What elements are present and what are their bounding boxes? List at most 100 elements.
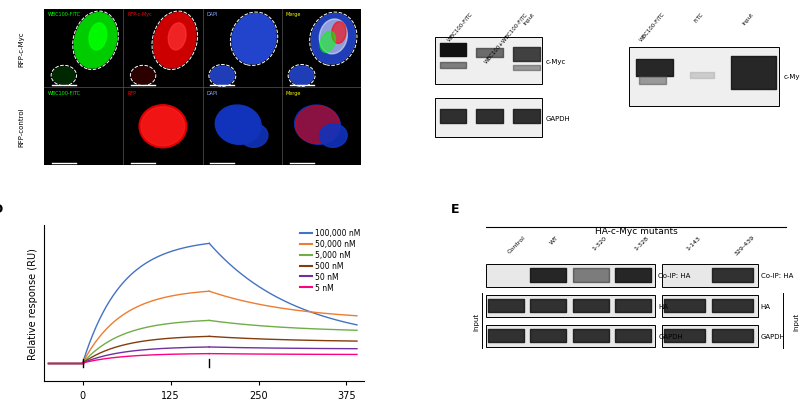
500 nM xyxy=(144,338,154,343)
Text: DAPI: DAPI xyxy=(206,90,218,95)
Ellipse shape xyxy=(240,125,268,148)
Text: B: B xyxy=(402,0,411,1)
Ellipse shape xyxy=(215,106,261,145)
500 nM xyxy=(182,335,192,340)
5 nM xyxy=(205,351,214,356)
Ellipse shape xyxy=(296,107,339,144)
Bar xyxy=(434,38,542,85)
5,000 nM xyxy=(182,320,192,324)
100,000 nM xyxy=(78,360,87,365)
Text: Input: Input xyxy=(742,12,754,26)
500 nM xyxy=(128,341,138,346)
50,000 nM xyxy=(78,360,87,365)
50,000 nM xyxy=(150,298,159,303)
Line: 50,000 nM: 50,000 nM xyxy=(82,292,210,363)
5,000 nM xyxy=(128,329,138,334)
5 nM xyxy=(78,360,87,365)
Line: 5 nM: 5 nM xyxy=(82,354,210,363)
100,000 nM xyxy=(128,271,138,276)
50,000 nM xyxy=(119,312,129,317)
Text: A: A xyxy=(31,0,41,1)
Ellipse shape xyxy=(232,14,276,65)
50 nM xyxy=(144,347,154,352)
Text: RFP-control: RFP-control xyxy=(19,107,25,147)
Text: GAPDH: GAPDH xyxy=(761,333,786,339)
5,000 nM xyxy=(150,324,159,328)
Text: 1-143: 1-143 xyxy=(686,235,702,251)
Bar xyxy=(662,264,758,288)
Y-axis label: Relative response (RU): Relative response (RU) xyxy=(29,247,38,359)
Ellipse shape xyxy=(210,67,234,85)
50,000 nM xyxy=(166,294,175,299)
Text: RFP-c-Myc: RFP-c-Myc xyxy=(19,31,25,67)
50 nM xyxy=(166,346,175,350)
Legend: 100,000 nM, 50,000 nM, 5,000 nM, 500 nM, 50 nM, 5 nM: 100,000 nM, 50,000 nM, 5,000 nM, 500 nM,… xyxy=(300,229,360,292)
Text: Input: Input xyxy=(474,312,479,330)
Text: Co-IP: HA: Co-IP: HA xyxy=(658,273,690,279)
Ellipse shape xyxy=(139,105,186,148)
Text: Input: Input xyxy=(522,12,535,26)
100,000 nM xyxy=(205,241,214,246)
500 nM xyxy=(78,360,87,365)
Bar xyxy=(662,295,758,317)
Text: WBC100-FITC: WBC100-FITC xyxy=(639,12,666,43)
Ellipse shape xyxy=(320,32,335,53)
Line: 500 nM: 500 nM xyxy=(82,336,210,363)
Text: Co-IP: HA: Co-IP: HA xyxy=(761,273,793,279)
50 nM xyxy=(205,345,214,350)
5 nM xyxy=(128,354,138,358)
Text: WT: WT xyxy=(550,235,560,245)
100,000 nM xyxy=(119,279,129,284)
Text: Control: Control xyxy=(507,235,526,254)
Text: WBC100-FITC: WBC100-FITC xyxy=(48,90,81,95)
Ellipse shape xyxy=(154,14,196,69)
50 nM xyxy=(150,347,159,352)
Text: RFP: RFP xyxy=(127,90,136,95)
Ellipse shape xyxy=(290,67,314,85)
Ellipse shape xyxy=(53,68,75,85)
500 nM xyxy=(150,338,159,342)
Line: 50 nM: 50 nM xyxy=(82,347,210,363)
Ellipse shape xyxy=(74,14,117,69)
50,000 nM xyxy=(182,291,192,296)
Text: WBC100-FITC: WBC100-FITC xyxy=(48,12,81,17)
Bar xyxy=(486,325,655,346)
50 nM xyxy=(119,350,129,354)
Text: HA-c-Myc mutants: HA-c-Myc mutants xyxy=(594,227,678,236)
Text: DAPI: DAPI xyxy=(206,12,218,17)
Text: FITC: FITC xyxy=(694,12,705,24)
5,000 nM xyxy=(78,360,87,365)
Text: Input: Input xyxy=(794,312,799,330)
Ellipse shape xyxy=(132,68,154,85)
Line: 5,000 nM: 5,000 nM xyxy=(82,321,210,363)
Line: 100,000 nM: 100,000 nM xyxy=(82,244,210,363)
5 nM xyxy=(166,352,175,357)
Text: WBC100-FITC: WBC100-FITC xyxy=(447,12,474,43)
5,000 nM xyxy=(166,321,175,326)
Text: 1-328: 1-328 xyxy=(634,235,650,251)
Bar xyxy=(486,295,655,317)
Text: 329-439: 329-439 xyxy=(734,235,756,257)
50,000 nM xyxy=(128,307,138,312)
500 nM xyxy=(166,336,175,341)
Bar xyxy=(629,47,779,107)
50 nM xyxy=(128,348,138,353)
Text: Merge: Merge xyxy=(286,90,301,95)
Text: E: E xyxy=(450,203,459,216)
Text: GAPDH: GAPDH xyxy=(658,333,683,339)
100,000 nM xyxy=(144,259,154,264)
Text: HA: HA xyxy=(658,303,669,309)
Text: GAPDH: GAPDH xyxy=(546,115,570,122)
5 nM xyxy=(119,354,129,359)
100,000 nM xyxy=(166,250,175,255)
5 nM xyxy=(182,352,192,356)
Ellipse shape xyxy=(141,107,185,146)
Ellipse shape xyxy=(319,20,347,55)
Ellipse shape xyxy=(319,125,347,148)
50 nM xyxy=(78,360,87,365)
Ellipse shape xyxy=(168,24,186,51)
Ellipse shape xyxy=(332,22,346,44)
Ellipse shape xyxy=(294,106,340,145)
500 nM xyxy=(205,334,214,339)
Text: D: D xyxy=(0,203,3,216)
